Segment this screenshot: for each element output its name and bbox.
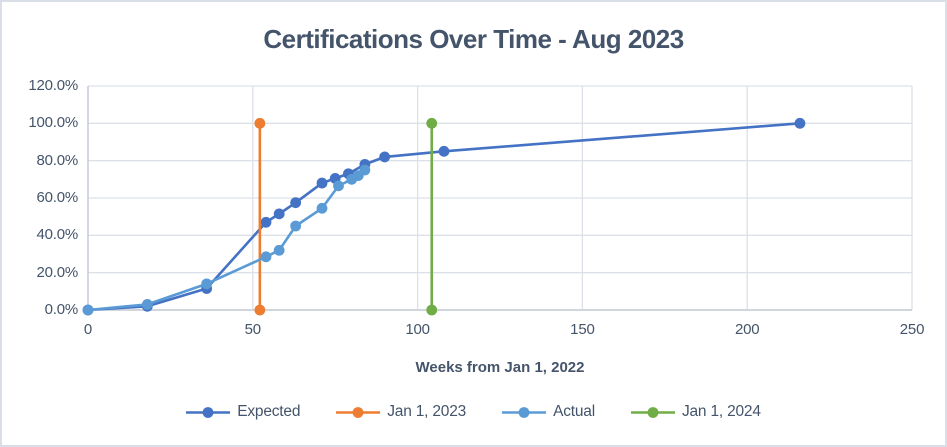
legend-marker-icon — [630, 406, 675, 418]
y-axis-tick-label: 40.0% — [36, 226, 78, 244]
y-axis-tick-label: 120.0% — [28, 77, 78, 94]
x-axis-tick-label: 250 — [899, 321, 925, 338]
data-point-actual — [290, 220, 302, 232]
data-point-expected — [794, 117, 806, 129]
y-axis-tick-label: 80.0% — [36, 151, 78, 169]
legend-marker-icon — [336, 406, 381, 418]
legend: Expected Jan 1, 2023 Actual Jan 1, 2024 — [2, 403, 945, 421]
data-point-expected — [379, 151, 391, 163]
y-axis-tick-label: 20.0% — [36, 263, 78, 281]
data-point-actual — [260, 251, 272, 263]
data-point-actual — [359, 164, 371, 176]
data-point-jan-1-2023 — [254, 304, 266, 316]
x-axis-tick-label: 150 — [570, 321, 595, 338]
x-axis-tick-label: 100 — [405, 321, 430, 338]
data-point-actual — [273, 244, 285, 256]
legend-item-label: Expected — [237, 403, 301, 420]
data-point-actual — [333, 180, 344, 192]
x-axis-tick-label: 50 — [244, 321, 261, 338]
legend-item-jan-1-2023[interactable]: Jan 1, 2023 — [336, 403, 466, 421]
legend-item-jan-1-2024[interactable]: Jan 1, 2024 — [630, 403, 761, 421]
data-point-jan-1-2023 — [254, 117, 266, 129]
data-point-actual — [141, 299, 153, 310]
legend-marker-icon — [186, 406, 231, 418]
x-axis-title: Weeks from Jan 1, 2022 — [415, 359, 585, 376]
y-axis-tick-label: 60.0% — [36, 189, 78, 206]
series-line-actual — [86, 168, 367, 312]
y-axis-tick-label: 0.0% — [44, 301, 79, 318]
legend-item-expected[interactable]: Expected — [186, 403, 300, 421]
legend-marker-icon — [502, 406, 547, 418]
legend-item-label: Actual — [553, 403, 595, 420]
legend-item-label: Jan 1, 2023 — [387, 403, 467, 420]
x-axis-tick-label: 200 — [734, 321, 760, 338]
data-point-expected — [438, 145, 450, 157]
data-point-expected — [316, 177, 328, 189]
x-axis-tick-label: 0 — [83, 321, 93, 338]
chart-title: Certifications Over Time - Aug 2023 — [263, 24, 684, 54]
data-point-expected — [260, 216, 272, 228]
legend-item-label: Jan 1, 2024 — [681, 403, 761, 420]
data-point-jan-1-2024 — [426, 117, 438, 129]
data-point-jan-1-2024 — [426, 304, 438, 316]
data-point-actual — [201, 278, 213, 290]
data-point-expected — [273, 208, 285, 220]
data-point-expected — [290, 197, 302, 209]
legend-item-actual[interactable]: Actual — [502, 403, 595, 421]
y-axis-tick-label: 100.0% — [28, 114, 78, 132]
data-point-actual — [82, 304, 94, 316]
data-point-actual — [316, 202, 328, 214]
